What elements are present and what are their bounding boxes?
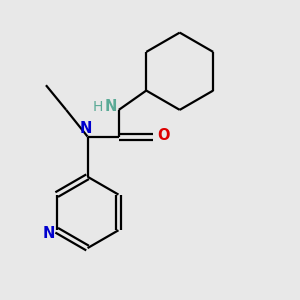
Text: N: N [104,99,117,114]
Text: N: N [80,121,92,136]
Text: N: N [42,226,55,241]
Text: O: O [157,128,170,142]
Text: H: H [92,100,103,114]
